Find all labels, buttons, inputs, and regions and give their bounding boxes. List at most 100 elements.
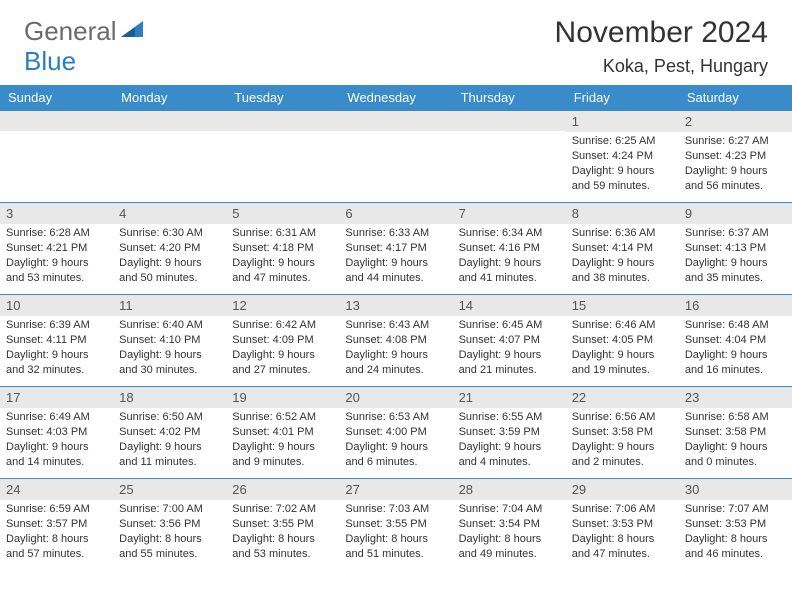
daylight-text: Daylight: 9 hours and 35 minutes. [685, 256, 786, 286]
sunset-text: Sunset: 4:16 PM [459, 241, 560, 256]
sunset-text: Sunset: 3:55 PM [345, 517, 446, 532]
day-content: Sunrise: 6:42 AMSunset: 4:09 PMDaylight:… [226, 316, 339, 381]
sunset-text: Sunset: 4:03 PM [6, 425, 107, 440]
logo-text-blue: Blue [24, 46, 76, 76]
sunrise-text: Sunrise: 6:58 AM [685, 410, 786, 425]
sunset-text: Sunset: 3:54 PM [459, 517, 560, 532]
sunset-text: Sunset: 3:57 PM [6, 517, 107, 532]
day-content [453, 131, 566, 137]
sunset-text: Sunset: 3:53 PM [572, 517, 673, 532]
day-content [226, 131, 339, 137]
sunset-text: Sunset: 4:17 PM [345, 241, 446, 256]
sunrise-text: Sunrise: 6:46 AM [572, 318, 673, 333]
day-number: 20 [339, 387, 452, 408]
sunrise-text: Sunrise: 6:56 AM [572, 410, 673, 425]
sunrise-text: Sunrise: 6:34 AM [459, 226, 560, 241]
sunset-text: Sunset: 4:09 PM [232, 333, 333, 348]
calendar-day-cell: 4Sunrise: 6:30 AMSunset: 4:20 PMDaylight… [113, 203, 226, 295]
daylight-text: Daylight: 8 hours and 47 minutes. [572, 532, 673, 562]
calendar-day-cell: 2Sunrise: 6:27 AMSunset: 4:23 PMDaylight… [679, 111, 792, 203]
calendar-week-row: 1Sunrise: 6:25 AMSunset: 4:24 PMDaylight… [0, 111, 792, 203]
sunrise-text: Sunrise: 6:49 AM [6, 410, 107, 425]
location: Koka, Pest, Hungary [555, 56, 768, 77]
day-number: 19 [226, 387, 339, 408]
calendar-week-row: 17Sunrise: 6:49 AMSunset: 4:03 PMDayligh… [0, 387, 792, 479]
sunrise-text: Sunrise: 6:50 AM [119, 410, 220, 425]
sunset-text: Sunset: 3:56 PM [119, 517, 220, 532]
daylight-text: Daylight: 9 hours and 24 minutes. [345, 348, 446, 378]
day-content: Sunrise: 6:58 AMSunset: 3:58 PMDaylight:… [679, 408, 792, 473]
weekday-header: Wednesday [339, 85, 452, 111]
calendar-day-cell: 3Sunrise: 6:28 AMSunset: 4:21 PMDaylight… [0, 203, 113, 295]
calendar-day-cell: 21Sunrise: 6:55 AMSunset: 3:59 PMDayligh… [453, 387, 566, 479]
header: General November 2024 Koka, Pest, Hungar… [0, 0, 792, 85]
sunset-text: Sunset: 4:04 PM [685, 333, 786, 348]
daylight-text: Daylight: 9 hours and 56 minutes. [685, 164, 786, 194]
sunrise-text: Sunrise: 6:48 AM [685, 318, 786, 333]
day-content: Sunrise: 7:00 AMSunset: 3:56 PMDaylight:… [113, 500, 226, 565]
day-number [0, 111, 113, 131]
calendar-day-cell: 13Sunrise: 6:43 AMSunset: 4:08 PMDayligh… [339, 295, 452, 387]
day-content: Sunrise: 6:56 AMSunset: 3:58 PMDaylight:… [566, 408, 679, 473]
sunrise-text: Sunrise: 7:00 AM [119, 502, 220, 517]
day-number: 1 [566, 111, 679, 132]
day-number: 9 [679, 203, 792, 224]
sunrise-text: Sunrise: 6:39 AM [6, 318, 107, 333]
calendar-day-cell: 23Sunrise: 6:58 AMSunset: 3:58 PMDayligh… [679, 387, 792, 479]
sunrise-text: Sunrise: 6:36 AM [572, 226, 673, 241]
sunset-text: Sunset: 4:02 PM [119, 425, 220, 440]
calendar-day-cell: 25Sunrise: 7:00 AMSunset: 3:56 PMDayligh… [113, 479, 226, 571]
day-number: 2 [679, 111, 792, 132]
calendar-day-cell: 16Sunrise: 6:48 AMSunset: 4:04 PMDayligh… [679, 295, 792, 387]
sunrise-text: Sunrise: 7:06 AM [572, 502, 673, 517]
calendar-day-cell: 28Sunrise: 7:04 AMSunset: 3:54 PMDayligh… [453, 479, 566, 571]
sunrise-text: Sunrise: 6:59 AM [6, 502, 107, 517]
daylight-text: Daylight: 9 hours and 44 minutes. [345, 256, 446, 286]
sunset-text: Sunset: 4:14 PM [572, 241, 673, 256]
sunset-text: Sunset: 3:59 PM [459, 425, 560, 440]
day-content: Sunrise: 6:30 AMSunset: 4:20 PMDaylight:… [113, 224, 226, 289]
day-number: 3 [0, 203, 113, 224]
calendar-day-cell: 11Sunrise: 6:40 AMSunset: 4:10 PMDayligh… [113, 295, 226, 387]
daylight-text: Daylight: 9 hours and 19 minutes. [572, 348, 673, 378]
sunset-text: Sunset: 4:23 PM [685, 149, 786, 164]
sunset-text: Sunset: 4:05 PM [572, 333, 673, 348]
day-content [113, 131, 226, 137]
sunset-text: Sunset: 3:58 PM [685, 425, 786, 440]
day-content [0, 131, 113, 137]
weekday-header: Saturday [679, 85, 792, 111]
logo: General [24, 16, 145, 47]
daylight-text: Daylight: 9 hours and 38 minutes. [572, 256, 673, 286]
daylight-text: Daylight: 9 hours and 0 minutes. [685, 440, 786, 470]
day-number: 16 [679, 295, 792, 316]
day-content: Sunrise: 6:31 AMSunset: 4:18 PMDaylight:… [226, 224, 339, 289]
sunrise-text: Sunrise: 6:42 AM [232, 318, 333, 333]
sunset-text: Sunset: 4:00 PM [345, 425, 446, 440]
day-number [113, 111, 226, 131]
sunset-text: Sunset: 3:55 PM [232, 517, 333, 532]
logo-blue-line2: Blue [24, 46, 76, 77]
calendar-table: Sunday Monday Tuesday Wednesday Thursday… [0, 85, 792, 571]
logo-text-general: General [24, 16, 117, 47]
calendar-day-cell: 18Sunrise: 6:50 AMSunset: 4:02 PMDayligh… [113, 387, 226, 479]
day-number [226, 111, 339, 131]
calendar-day-cell: 8Sunrise: 6:36 AMSunset: 4:14 PMDaylight… [566, 203, 679, 295]
sunrise-text: Sunrise: 6:43 AM [345, 318, 446, 333]
calendar-day-cell: 10Sunrise: 6:39 AMSunset: 4:11 PMDayligh… [0, 295, 113, 387]
calendar-day-cell [453, 111, 566, 203]
daylight-text: Daylight: 8 hours and 55 minutes. [119, 532, 220, 562]
sunset-text: Sunset: 4:18 PM [232, 241, 333, 256]
sunrise-text: Sunrise: 6:28 AM [6, 226, 107, 241]
sunrise-text: Sunrise: 6:37 AM [685, 226, 786, 241]
calendar-week-row: 3Sunrise: 6:28 AMSunset: 4:21 PMDaylight… [0, 203, 792, 295]
day-content [339, 131, 452, 137]
day-content: Sunrise: 6:52 AMSunset: 4:01 PMDaylight:… [226, 408, 339, 473]
calendar-day-cell: 27Sunrise: 7:03 AMSunset: 3:55 PMDayligh… [339, 479, 452, 571]
daylight-text: Daylight: 9 hours and 27 minutes. [232, 348, 333, 378]
sunset-text: Sunset: 4:07 PM [459, 333, 560, 348]
day-content: Sunrise: 7:03 AMSunset: 3:55 PMDaylight:… [339, 500, 452, 565]
sunrise-text: Sunrise: 6:45 AM [459, 318, 560, 333]
weekday-header: Friday [566, 85, 679, 111]
day-content: Sunrise: 7:07 AMSunset: 3:53 PMDaylight:… [679, 500, 792, 565]
calendar-day-cell: 12Sunrise: 6:42 AMSunset: 4:09 PMDayligh… [226, 295, 339, 387]
